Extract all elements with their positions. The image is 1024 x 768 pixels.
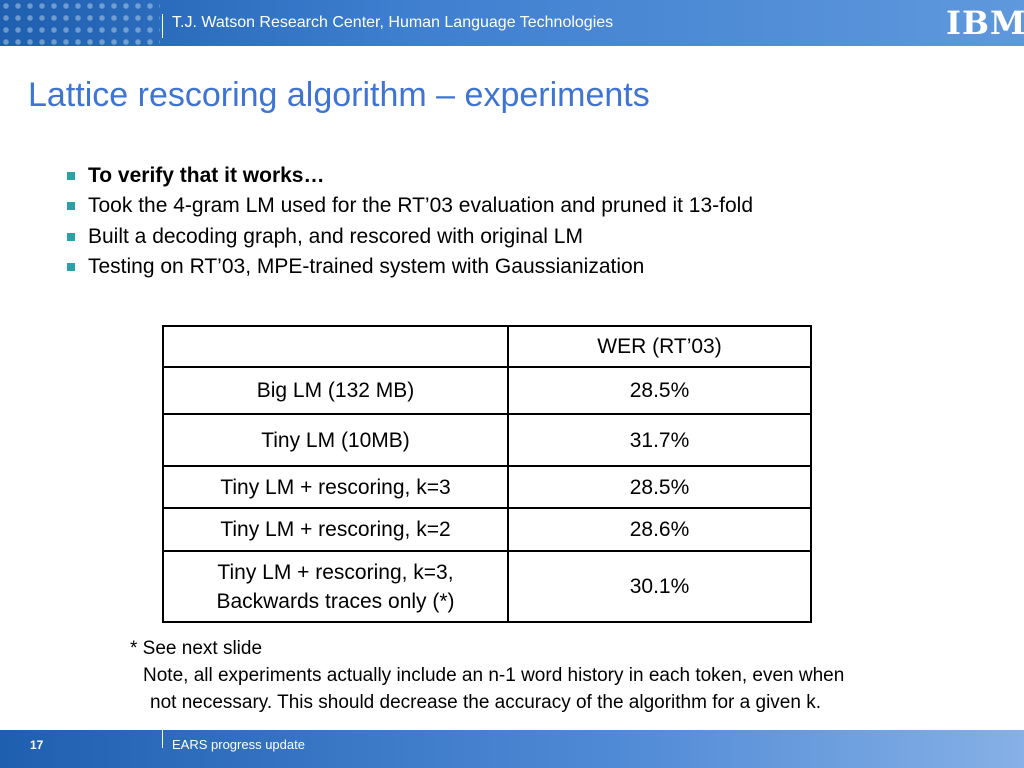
header-band	[0, 0, 1024, 46]
header-text: T.J. Watson Research Center, Human Langu…	[172, 14, 614, 31]
bullet-marker	[67, 202, 75, 210]
cell: 31.7%	[507, 413, 812, 467]
footnote: * See next slide	[130, 638, 263, 659]
cell: Big LM (132 MB)	[162, 366, 509, 415]
cell-line: Backwards traces only (*)	[216, 589, 455, 613]
cell: Tiny LM + rescoring, k=3	[162, 465, 509, 509]
slide-title: Lattice rescoring algorithm – experiment…	[28, 76, 650, 114]
footnote: Note, all experiments actually include a…	[143, 665, 845, 686]
footer-separator	[162, 726, 163, 748]
cell: 28.6%	[507, 507, 812, 552]
cell: Tiny LM + rescoring, k=2	[162, 507, 509, 552]
bullet-marker	[67, 263, 75, 271]
bullet: To verify that it works…	[88, 164, 325, 187]
header-separator	[162, 14, 163, 38]
cell: 28.5%	[507, 465, 812, 509]
header-cell: WER (RT’03)	[507, 325, 812, 368]
results-table: WER (RT’03) Big LM (132 MB) 28.5% Tiny LM…	[162, 325, 812, 623]
bullet: Testing on RT’03, MPE-trained system wit…	[88, 255, 645, 278]
cell: Tiny LM (10MB)	[162, 413, 509, 467]
page-number: 17	[30, 738, 44, 752]
footer-text: EARS progress update	[172, 737, 305, 752]
header-pattern	[0, 0, 160, 46]
cell: 28.5%	[507, 366, 812, 415]
cell: 30.1%	[507, 550, 812, 623]
bullet: Took the 4-gram LM used for the RT’03 ev…	[88, 194, 754, 217]
footer-band	[0, 730, 1024, 768]
ibm-logo: IBM	[946, 4, 1024, 42]
cell: Tiny LM + rescoring, k=3, Backwards trace…	[162, 550, 509, 623]
cell-line: Tiny LM + rescoring, k=3,	[217, 560, 454, 584]
footnote: not necessary. This should decrease the …	[150, 692, 821, 713]
bullet-marker	[67, 233, 75, 241]
empty-cell	[162, 325, 509, 368]
bullet-marker	[67, 172, 75, 180]
bullet: Built a decoding graph, and rescored wit…	[88, 225, 583, 248]
